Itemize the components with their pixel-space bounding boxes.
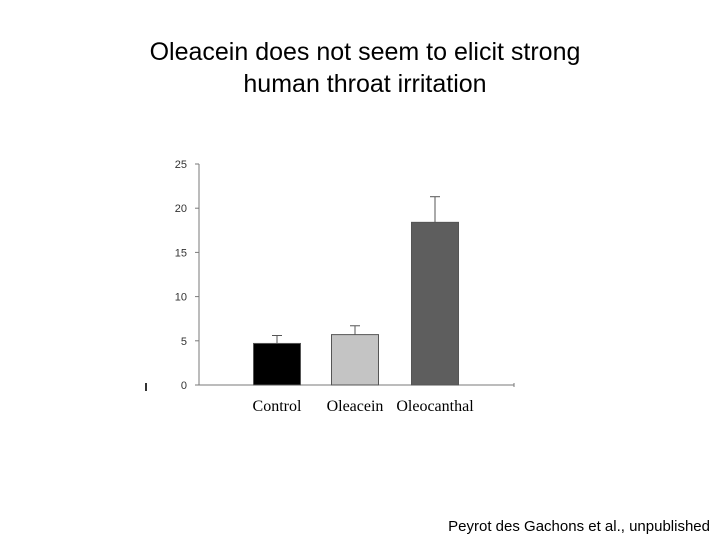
axis-artifact-mark [145,383,147,391]
labels-layer: Control Oleacein Oleocanthal [253,398,475,415]
y-tick-label: 20 [175,203,187,215]
bars-layer [253,196,459,386]
bar-control [253,342,301,386]
x-category-label: Control [253,398,302,415]
slide-title: Oleacein does not seem to elicit strong … [0,36,720,100]
bar-oleocanthal [411,221,459,386]
axes-layer: 0 5 10 15 20 25 [145,159,515,392]
citation-text: Peyrot des Gachons et al., unpublished [448,518,710,535]
x-category-label: Oleacein [327,398,384,415]
y-tick-label: 5 [181,336,187,348]
y-tick-label: 15 [175,247,187,259]
y-tick-label: 0 [181,380,187,392]
title-line-1: Oleacein does not seem to elicit strong [149,38,581,66]
y-tick-label: 10 [175,292,187,304]
y-tick-label: 25 [175,159,187,171]
bar-oleacein [331,334,379,386]
title-line-2: human throat irritation [243,70,487,98]
x-category-label: Oleocanthal [396,398,474,415]
